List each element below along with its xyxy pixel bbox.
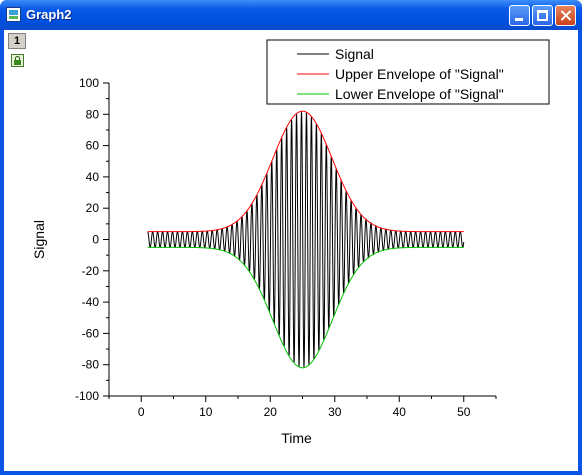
- layer-1-tab[interactable]: 1: [8, 33, 26, 49]
- chart[interactable]: -100 -80 -60 -40 -20 0 20 40 60 80 100 0 10 20 30 40 50 T…: [4, 30, 578, 471]
- y-tick-label: -40: [82, 295, 100, 309]
- legend[interactable]: [266, 39, 550, 105]
- legend-entry: Signal: [335, 46, 374, 62]
- y-tick-label: -80: [82, 358, 100, 372]
- x-tick-label: 0: [138, 405, 145, 419]
- y-tick-label: -20: [82, 264, 100, 278]
- y-tick-label: 20: [86, 201, 100, 215]
- y-tick-label: -100: [75, 389, 99, 403]
- y-tick-label: 40: [86, 170, 100, 184]
- close-button[interactable]: [555, 5, 576, 26]
- x-tick-label: 50: [457, 405, 471, 419]
- y-tick-label: 80: [86, 107, 100, 121]
- series-signal-line: [147, 111, 465, 368]
- window-title: Graph2: [26, 7, 72, 22]
- graph-client-area: 1 -100 -80 -60 -40 -20 0 20 40 60 80 100 0 10 20 30 40 5…: [4, 30, 578, 471]
- y-tick-label: 0: [92, 233, 99, 247]
- series-upper-envelope-line: [147, 110, 464, 233]
- y-tick-label: 60: [86, 139, 100, 153]
- x-tick-label: 30: [328, 405, 342, 419]
- x-tick-label: 10: [199, 405, 213, 419]
- title-bar[interactable]: Graph2: [0, 0, 582, 30]
- graph-window-icon[interactable]: [6, 7, 21, 22]
- legend-entry: Lower Envelope of "Signal": [335, 86, 504, 102]
- maximize-button[interactable]: [532, 5, 553, 26]
- y-axis-title: Signal: [31, 220, 47, 259]
- minimize-button[interactable]: [509, 5, 530, 26]
- lock-icon[interactable]: [11, 54, 24, 67]
- x-axis-title: Time: [281, 430, 312, 446]
- x-tick-label: 40: [393, 405, 407, 419]
- x-tick-label: 20: [264, 405, 278, 419]
- y-tick-label: -60: [82, 326, 100, 340]
- series-lower-envelope-line: [147, 246, 464, 369]
- y-tick-label: 100: [79, 76, 99, 90]
- legend-entry: Upper Envelope of "Signal": [335, 66, 504, 82]
